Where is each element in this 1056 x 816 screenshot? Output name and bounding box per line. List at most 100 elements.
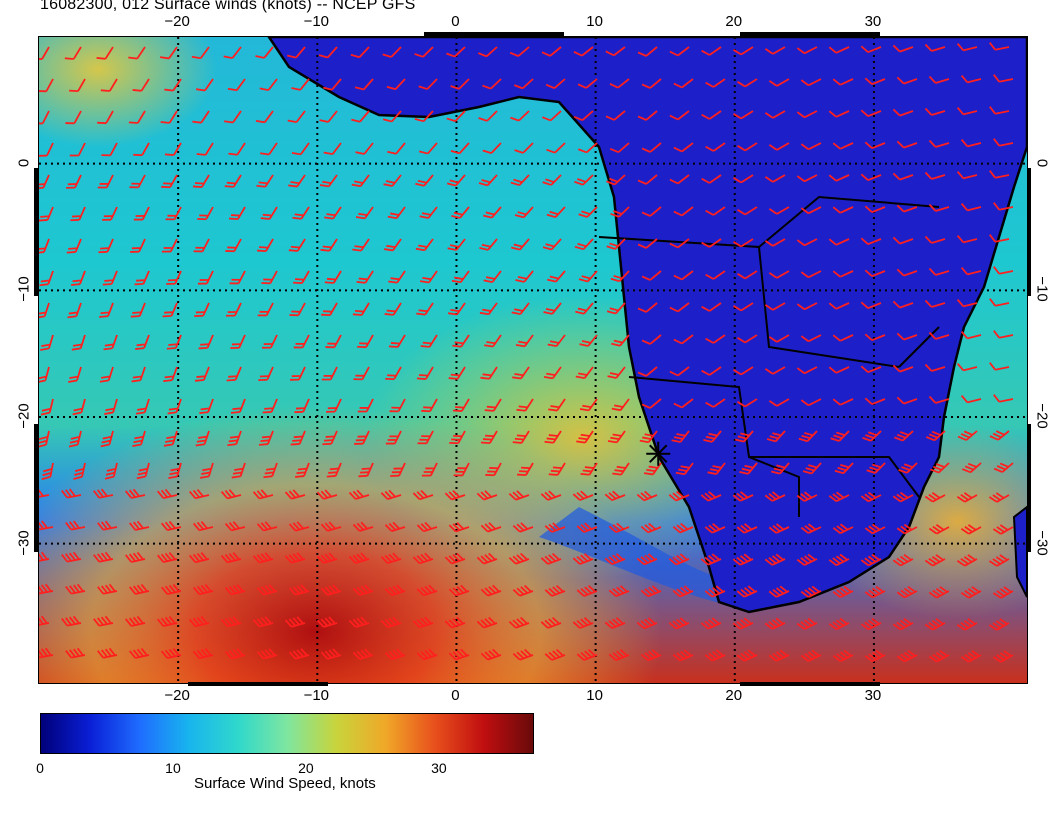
wind-barb	[830, 430, 850, 442]
wind-barb	[673, 142, 694, 153]
wind-barb	[604, 617, 626, 630]
wind-barb	[701, 302, 722, 312]
wind-barb	[256, 584, 278, 596]
wind-barb	[414, 46, 434, 58]
wind-barb	[380, 616, 402, 629]
wind-barb	[796, 302, 818, 311]
wind-barb	[125, 488, 146, 499]
wind-barb	[864, 397, 886, 406]
wind-barb	[444, 489, 466, 501]
wind-barb	[800, 270, 822, 279]
wind-barb	[291, 142, 310, 156]
wind-barb	[484, 334, 502, 348]
wind-barb	[860, 45, 882, 54]
wind-barb	[478, 174, 498, 187]
wind-barb	[892, 236, 914, 245]
wind-barb	[892, 617, 914, 631]
wind-barb	[960, 203, 982, 212]
wind-barb	[928, 267, 950, 276]
wind-barb	[542, 238, 562, 251]
wind-barb	[928, 523, 950, 535]
lat-tick-label-right: 0	[1033, 158, 1051, 167]
wind-barb	[896, 523, 918, 535]
wind-barb	[480, 430, 498, 444]
wind-barb	[390, 462, 406, 477]
wind-barb	[356, 270, 374, 284]
wind-barb	[324, 206, 342, 220]
wind-barb	[39, 206, 54, 222]
wind-barb	[162, 302, 178, 318]
wind-barb	[132, 78, 150, 92]
wind-barb	[609, 78, 630, 89]
wind-barb	[736, 585, 758, 598]
wind-barb	[386, 78, 406, 91]
wind-barb	[513, 78, 534, 90]
wind-barb	[256, 174, 274, 188]
lon-tick-label-bottom: 30	[864, 687, 882, 704]
wind-barb	[512, 584, 534, 597]
wind-barb	[701, 46, 722, 56]
wind-barb	[637, 302, 658, 313]
wind-barb	[412, 616, 434, 629]
edge-bar-bottom-right	[740, 682, 880, 686]
wind-barb	[93, 551, 114, 563]
wind-barb	[479, 302, 498, 316]
colorbar-label: Surface Wind Speed, knots	[194, 775, 376, 792]
wind-barb	[64, 46, 82, 60]
lon-tick-label-bottom: −10	[303, 687, 330, 704]
wind-barb	[321, 302, 338, 317]
wind-barb	[384, 648, 406, 661]
wind-barb	[258, 430, 274, 446]
wind-barb	[732, 491, 754, 502]
wind-barb	[892, 44, 914, 53]
wind-barb	[66, 174, 82, 189]
colorbar-tick: 10	[165, 760, 181, 776]
wind-barb	[444, 552, 466, 565]
wind-barb	[604, 490, 626, 502]
wind-barb	[128, 110, 146, 124]
marker-stroke	[649, 444, 668, 463]
wind-barb	[156, 488, 178, 499]
colorbar-tick: 30	[431, 760, 447, 776]
wind-barb	[483, 270, 502, 283]
wind-barb	[104, 462, 118, 480]
edge-bar-top-right	[740, 32, 880, 36]
wind-barb	[130, 302, 146, 318]
wind-barb	[960, 331, 982, 340]
wind-barb	[704, 523, 726, 534]
wind-barb	[896, 140, 918, 149]
wind-barb	[321, 366, 338, 381]
wind-barb	[97, 583, 118, 595]
wind-barb	[480, 648, 502, 661]
wind-barb	[768, 523, 790, 534]
wind-barb	[287, 46, 306, 59]
wind-barb	[860, 491, 882, 503]
wind-barb	[576, 649, 598, 661]
wind-barb	[860, 109, 882, 118]
wind-barb	[541, 110, 562, 122]
wind-barb	[450, 78, 470, 90]
wind-barb	[675, 462, 694, 476]
wind-barb	[355, 142, 374, 155]
wind-barb	[636, 553, 658, 566]
wind-barb	[860, 553, 882, 567]
wind-barb	[352, 302, 370, 316]
wind-barb	[188, 552, 210, 564]
wind-barb	[669, 174, 690, 185]
wind-barb	[928, 650, 950, 663]
wind-barb	[544, 648, 566, 661]
wind-barb	[100, 78, 118, 92]
wind-barb	[352, 648, 374, 660]
wind-barb	[509, 46, 530, 57]
wind-barb	[294, 462, 310, 478]
wind-barb	[512, 366, 530, 380]
border-lines	[598, 195, 940, 517]
wind-barb	[69, 78, 86, 93]
wind-barb	[993, 330, 1014, 339]
wind-barb	[607, 430, 626, 444]
wind-barb	[892, 300, 914, 309]
wind-barb	[737, 78, 758, 88]
wind-barb	[100, 430, 114, 448]
edge-bar-bottom	[188, 682, 328, 686]
wind-barb	[104, 398, 118, 415]
